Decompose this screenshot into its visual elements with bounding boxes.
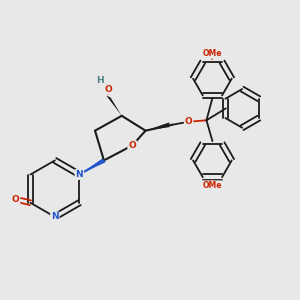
Text: H: H [96,76,103,85]
Text: OMe: OMe [203,181,222,190]
Text: O: O [185,117,193,126]
Text: O: O [128,141,136,150]
Text: N: N [51,212,59,221]
Polygon shape [146,122,169,131]
Text: O: O [104,85,112,94]
Text: O: O [12,195,20,204]
Text: N: N [76,170,83,179]
Polygon shape [106,96,122,116]
Text: OMe: OMe [203,49,222,58]
Polygon shape [79,159,106,175]
